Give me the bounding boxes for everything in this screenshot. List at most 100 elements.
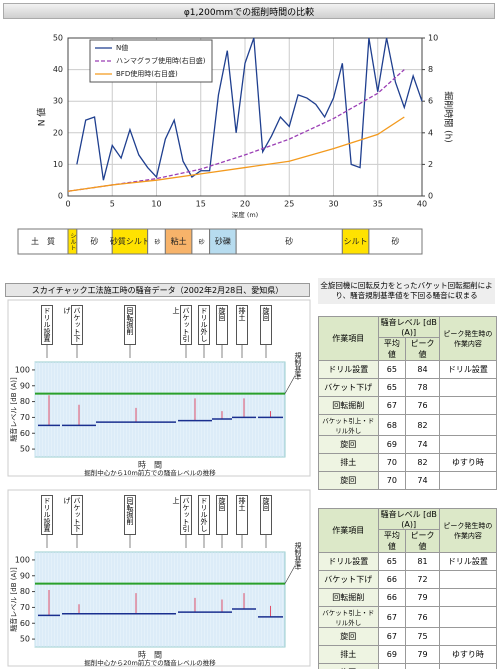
- table-row: 排土 69 79 ゆすり時: [318, 645, 498, 664]
- header-row: 平均値 ピーク値: [319, 337, 497, 361]
- table-cell: 67: [377, 396, 407, 415]
- table-cell: [438, 663, 498, 669]
- noise-table: 作業項目 騒音レベル [dB (A)] ピーク発生時の作業内容 平均値 ピーク値 ドリル設…: [318, 508, 498, 669]
- series-line: [67, 116, 405, 192]
- table-row: 回転掘削 67 76: [318, 396, 498, 415]
- phase-callout: ドリル外し: [198, 495, 210, 535]
- header-cell: ピーク発生時の作業内容: [438, 316, 498, 361]
- table-cell: 64: [377, 663, 407, 669]
- soil-layer: [111, 228, 149, 255]
- table-row: バケット引上・ドリル外し 68 82: [318, 414, 498, 436]
- limit-pointer: [284, 375, 296, 394]
- soil-layer-label: シルト: [69, 233, 76, 251]
- table-row: バケット下げ 65 78: [318, 378, 498, 397]
- y-tick-label: 50: [53, 34, 63, 43]
- y-tick-label: 50: [20, 635, 30, 644]
- soil-layer-label: 砂: [197, 238, 204, 246]
- soil-layer: [209, 228, 237, 255]
- y-tick-label: 0: [58, 192, 63, 201]
- y2-tick-label: 10: [428, 34, 438, 43]
- table-cell: 72: [405, 570, 440, 589]
- noise-note: 全旋回機に回転反力をとったバケット回転掘削により、騒音規制基準値を下回る騒音に収…: [318, 278, 495, 304]
- x-tick-label: 35: [373, 200, 383, 209]
- y-tick-label: 90: [20, 381, 30, 390]
- noise-header: スカイチャック工法施工時の騒音データ（2002年2月28日、愛知県）: [5, 283, 310, 297]
- table-cell: [438, 627, 498, 646]
- phase-callout: バケット下げ: [63, 305, 83, 345]
- header-cell: 作業項目: [318, 508, 379, 553]
- table-row: バケット下げ 66 72: [318, 570, 498, 589]
- table-cell: ゆすり時: [438, 453, 498, 472]
- table-cell: 67: [377, 606, 407, 628]
- series-line: [76, 37, 423, 181]
- table-cell: 81: [405, 552, 440, 571]
- table-cell: ドリル設置: [438, 360, 498, 379]
- x-tick-label: 15: [196, 200, 206, 209]
- table-cell: 旋回: [318, 627, 379, 646]
- table-cell: 回転掘削: [318, 588, 379, 607]
- header-cell: 騒音レベル [dB (A)]: [377, 508, 440, 530]
- x-tick-label: 5: [110, 200, 115, 209]
- x-axis-label: 時 間: [138, 651, 162, 660]
- table-row: 回転掘削 66 79: [318, 588, 498, 607]
- table-cell: 76: [405, 396, 440, 415]
- table-cell: ドリル設置: [438, 552, 498, 571]
- table-cell: 66: [377, 588, 407, 607]
- header-cell: ピーク値: [405, 337, 440, 361]
- table-cell: 70: [377, 471, 407, 490]
- table-cell: ドリル設置: [318, 360, 379, 379]
- table-row: 旋回 69 74: [318, 435, 498, 454]
- table-cell: 排土: [318, 645, 379, 664]
- table-cell: 82: [405, 414, 440, 436]
- soil-layer-label: 砂質シルト: [110, 236, 150, 246]
- phase-callout: 排土: [236, 495, 248, 535]
- table-cell: バケット下げ: [318, 378, 379, 397]
- table-cell: 84: [405, 360, 440, 379]
- legend-label: ハンマグラブ使用時(右目盛): [116, 56, 206, 65]
- table-row: 旋回6471: [318, 663, 498, 669]
- table-cell: 旋回: [318, 435, 379, 454]
- table-row: バケット引上・ドリル外し 67 76: [318, 606, 498, 628]
- phase-callout: 旋回: [260, 495, 272, 535]
- x-tick-label: 10: [151, 200, 161, 209]
- x-axis-label: 深度 (m): [232, 210, 258, 219]
- table-row: ドリル設置 65 84 ドリル設置: [318, 360, 498, 379]
- table-cell: [438, 588, 498, 607]
- table-cell: 68: [377, 414, 407, 436]
- phase-callout: ドリル設置: [41, 305, 53, 345]
- y-tick-label: 10: [53, 160, 63, 169]
- y-tick-label: 60: [20, 429, 30, 438]
- y-tick-label: 80: [20, 397, 30, 406]
- table-cell: 66: [377, 570, 407, 589]
- table-row: 旋回 70 74: [318, 471, 498, 490]
- plot-frame: [67, 37, 423, 197]
- phase-callout: バケット引上: [172, 495, 192, 535]
- header-cell: 騒音レベル [dB (A)]: [377, 316, 440, 338]
- header-cell: 平均値: [377, 337, 407, 361]
- y2-tick-label: 6: [428, 97, 433, 106]
- soil-label-box: [17, 228, 69, 255]
- limit-label: 規制基準: [294, 541, 302, 571]
- soil-label: 土 質: [31, 236, 55, 246]
- table-cell: 65: [377, 378, 407, 397]
- header-row: 平均値 ピーク値: [319, 529, 497, 553]
- y-tick-label: 100: [15, 555, 30, 564]
- table-cell: 76: [405, 606, 440, 628]
- table-cell: 82: [405, 453, 440, 472]
- header-cell: 作業項目: [318, 316, 379, 361]
- phase-callout: 旋回: [216, 305, 228, 345]
- phase-callout: 旋回: [260, 305, 272, 345]
- table-cell: 69: [377, 435, 407, 454]
- y-axis-label: N 値: [36, 108, 48, 127]
- x-tick-label: 25: [284, 200, 294, 209]
- table-cell: 79: [405, 645, 440, 664]
- noise-table: 作業項目 騒音レベル [dB (A)] ピーク発生時の作業内容 平均値 ピーク値 ドリル設…: [318, 316, 498, 490]
- table-cell: 旋回: [318, 663, 379, 669]
- y-tick-label: 20: [53, 128, 63, 137]
- soil-layer: [368, 228, 423, 255]
- legend-label: N値: [116, 43, 128, 52]
- table-cell: ドリル設置: [318, 552, 379, 571]
- soil-layer-label: 砂: [153, 238, 160, 246]
- x-tick-label: 30: [328, 200, 338, 209]
